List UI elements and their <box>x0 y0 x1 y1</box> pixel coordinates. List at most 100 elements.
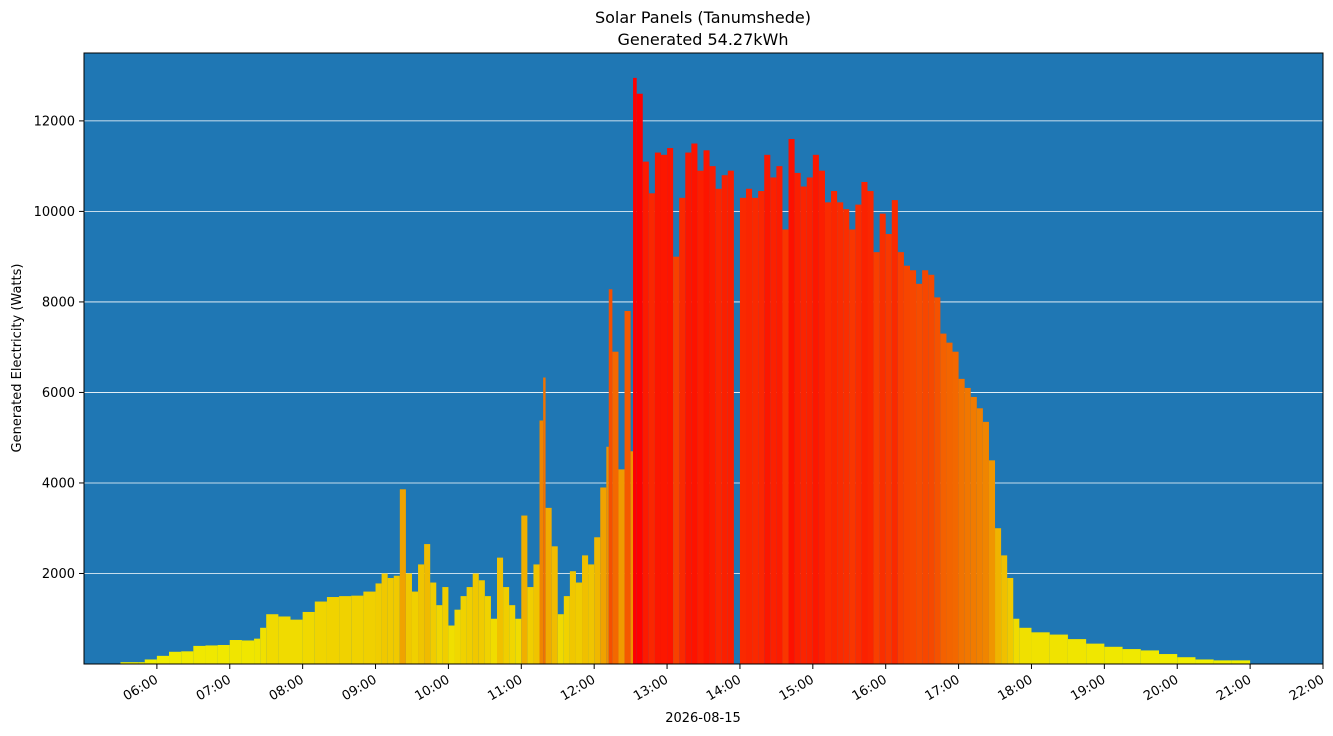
bar <box>302 611 315 664</box>
bar <box>569 571 576 664</box>
x-tick-label: 11:00 <box>485 672 525 704</box>
bar <box>843 209 850 664</box>
bar <box>575 582 583 664</box>
x-tick-label: 14:00 <box>704 672 744 704</box>
bar <box>752 197 759 664</box>
bar <box>363 591 376 664</box>
y-tick-label: 8000 <box>42 295 75 310</box>
chart-title: Solar Panels (Tanumshede) <box>595 8 811 27</box>
bar <box>169 651 182 664</box>
bar <box>855 204 862 664</box>
chart-subtitle: Generated 54.27kWh <box>618 30 789 49</box>
bar <box>460 596 467 664</box>
bar <box>484 596 491 664</box>
y-axis-label: Generated Electricity (Watts) <box>10 264 25 453</box>
bar <box>563 596 570 664</box>
bar <box>770 177 777 665</box>
bar <box>241 640 255 664</box>
bar <box>703 150 710 665</box>
bar <box>642 161 649 664</box>
bar <box>794 172 801 664</box>
bar <box>339 596 352 664</box>
bar <box>260 627 267 664</box>
bar <box>393 575 400 664</box>
x-tick-label: 22:00 <box>1287 672 1327 704</box>
bar <box>539 420 544 664</box>
bar <box>727 170 734 664</box>
bar <box>515 618 522 664</box>
x-tick-label: 06:00 <box>121 672 161 704</box>
bar <box>387 578 394 664</box>
bar <box>266 614 279 664</box>
bar <box>418 564 425 664</box>
x-tick-label: 17:00 <box>923 672 963 704</box>
bar <box>685 152 692 664</box>
bar <box>673 256 680 664</box>
x-tick-label: 13:00 <box>631 672 671 704</box>
bar <box>254 638 261 664</box>
bar <box>667 148 674 665</box>
bar <box>290 619 303 664</box>
bar <box>1067 639 1087 664</box>
bar <box>205 645 218 664</box>
bar <box>891 200 898 664</box>
bar <box>879 213 886 665</box>
bar <box>454 609 461 664</box>
bar <box>551 546 558 664</box>
bar <box>824 202 832 664</box>
bar <box>503 587 510 664</box>
y-tick-label: 6000 <box>42 386 75 401</box>
bar <box>867 191 874 664</box>
bar <box>818 170 825 664</box>
bar <box>527 587 534 664</box>
bar <box>612 351 619 664</box>
bar <box>739 197 747 664</box>
bar <box>156 655 170 664</box>
bar <box>351 595 364 664</box>
bar <box>970 396 977 664</box>
bar <box>849 229 856 664</box>
x-tick-label: 09:00 <box>340 672 380 704</box>
bar <box>582 555 589 664</box>
bar <box>1231 660 1251 664</box>
bar <box>910 270 917 664</box>
bar <box>1213 660 1232 664</box>
bar <box>144 659 157 664</box>
bar <box>958 378 965 664</box>
x-axis-label: 2026-08-15 <box>665 711 741 726</box>
bar <box>788 138 795 664</box>
x-tick-label: 15:00 <box>777 672 817 704</box>
bar <box>636 93 643 664</box>
bar <box>509 605 516 664</box>
bar <box>326 597 340 664</box>
bar <box>764 154 771 665</box>
bar <box>715 188 722 664</box>
bar <box>976 408 983 664</box>
bar <box>746 188 753 664</box>
bar <box>1177 657 1196 664</box>
bar <box>472 573 479 664</box>
y-tick-label: 2000 <box>42 567 75 582</box>
bar <box>381 573 388 664</box>
bar <box>624 310 631 664</box>
bar <box>782 229 789 664</box>
bar <box>1140 650 1160 664</box>
bar <box>831 191 838 664</box>
bar <box>436 605 443 664</box>
bar <box>608 289 613 664</box>
bar <box>375 583 382 664</box>
y-tick-label: 10000 <box>34 205 75 220</box>
y-tick-label: 12000 <box>34 114 75 129</box>
bar <box>490 618 497 664</box>
bar <box>800 186 807 664</box>
bar <box>988 460 996 664</box>
bar <box>806 177 813 665</box>
bar <box>691 143 698 664</box>
plot-frame <box>83 52 1324 665</box>
bar <box>314 601 327 664</box>
bar <box>812 154 819 665</box>
bar <box>952 351 959 664</box>
bar <box>903 265 910 664</box>
bar <box>533 564 540 664</box>
